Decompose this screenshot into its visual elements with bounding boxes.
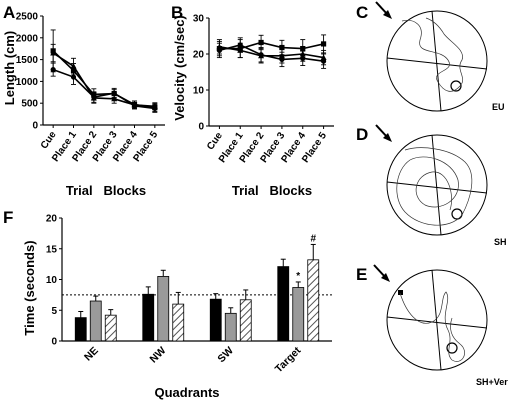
panel-b-xlabel: Trial Blocks [232, 183, 312, 198]
y-tick-label: 20 [46, 214, 58, 225]
data-point [237, 42, 243, 48]
data-point [300, 55, 306, 61]
bar [104, 314, 117, 342]
y-tick-label: 10 [46, 275, 58, 286]
x-tick-label: NW [148, 345, 169, 366]
data-point [131, 103, 138, 109]
x-tick-label: Cue [205, 130, 225, 152]
y-tick-label: 0 [32, 121, 38, 132]
bar [277, 266, 290, 342]
bar [89, 300, 102, 342]
y-tick-label: 2000 [16, 33, 39, 44]
series-line [219, 44, 324, 62]
panel-letter-a: A [3, 3, 15, 22]
x-tick-label: NE [82, 345, 101, 364]
data-point [279, 44, 285, 51]
panel-a-xlabel: Trial Blocks [66, 183, 146, 198]
y-tick-label: 2500 [16, 12, 39, 23]
arrow-icon [373, 264, 390, 282]
series-line [52, 68, 155, 110]
y-tick-label: 5 [51, 306, 57, 317]
significance-mark: * [296, 271, 300, 282]
panel-a-ylabel: Length (cm) [2, 31, 17, 105]
panel-letter-b: B [171, 3, 183, 22]
data-point [91, 94, 97, 100]
series-line [219, 46, 324, 59]
data-point [70, 62, 77, 69]
track-annotation-shver: SH+Ver [476, 377, 508, 387]
panel-letter-c: C [356, 3, 368, 22]
y-tick-label: 1500 [16, 55, 39, 66]
panel-b-ylabel: Velocity (cm/sec) [172, 15, 187, 121]
swim-track-d: SH [386, 134, 507, 247]
swim-track-c: EU [386, 10, 505, 112]
significance-mark: # [310, 233, 316, 244]
track-annotation-sh: SH [494, 237, 507, 247]
y-tick-label: 1000 [16, 77, 39, 88]
bar [292, 287, 305, 342]
y-tick-label: 500 [21, 99, 38, 110]
data-point [111, 95, 118, 102]
data-point [50, 67, 56, 73]
series-line [219, 41, 324, 50]
bar [307, 259, 320, 342]
bar [142, 293, 155, 342]
data-point [50, 49, 57, 56]
track-annotation-eu: EU [492, 102, 505, 112]
panel-f-xlabel: Quadrants [154, 385, 219, 400]
arrow-icon [375, 1, 392, 19]
bar [239, 299, 252, 342]
x-tick-label: SW [215, 345, 236, 366]
data-point [320, 41, 327, 47]
series-line [52, 52, 155, 108]
data-point [258, 52, 264, 58]
arrow-icon [375, 124, 392, 142]
panel-f-ylabel: Time (seconds) [22, 240, 37, 335]
bar [157, 276, 170, 342]
data-point [216, 47, 223, 54]
y-tick-label: 10 [193, 86, 205, 97]
data-point [111, 90, 117, 96]
panel-letter-e: E [356, 265, 367, 284]
y-tick-label: 15 [46, 244, 58, 255]
swim-track-e: SH+Ver [386, 269, 508, 387]
y-tick-label: 30 [193, 14, 205, 25]
x-tick-label: Target [273, 344, 304, 375]
panel-letter-f: F [3, 208, 13, 227]
data-point [70, 74, 77, 80]
panel-letter-d: D [356, 125, 368, 144]
data-point [258, 39, 264, 46]
panel-f-plot: 0 5 10 15 20 NE NW SW Target * # [46, 214, 332, 375]
bar [74, 317, 87, 342]
bar [172, 303, 185, 342]
data-point [320, 58, 327, 64]
data-point [152, 105, 158, 112]
y-tick-label: 0 [51, 337, 57, 348]
bar [224, 312, 237, 342]
bar [209, 298, 222, 342]
y-tick-label: 0 [198, 122, 204, 133]
y-tick-label: 20 [193, 50, 205, 61]
data-point [279, 56, 285, 63]
